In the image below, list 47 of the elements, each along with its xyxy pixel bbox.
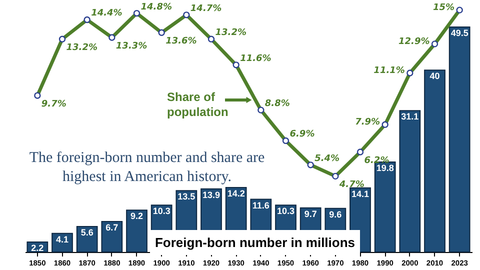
- data-label: 6.2%: [364, 156, 390, 166]
- bar: [374, 162, 396, 252]
- data-label: 13.9: [202, 190, 220, 200]
- data-label: 40: [430, 71, 440, 82]
- data-label: 4.7%: [338, 180, 364, 190]
- data-label: 14.8%: [140, 2, 172, 12]
- data-label: 4.1: [56, 234, 69, 244]
- data-label: 31.1: [401, 112, 419, 122]
- data-label: 14.7%: [190, 4, 222, 14]
- data-label: 6.9%: [290, 130, 315, 140]
- data-label: 14.2: [227, 188, 245, 198]
- bar: [101, 221, 123, 252]
- data-label: 49.5: [450, 28, 468, 38]
- data-label: 19.8: [376, 163, 394, 173]
- data-label: 12.9%: [398, 36, 430, 47]
- data-label: 13.3%: [116, 41, 148, 52]
- data-label: 9.7%: [41, 100, 66, 110]
- data-label: 10.3: [152, 206, 170, 216]
- data-label: 14.4%: [91, 8, 122, 19]
- annotation: The foreign-born number and share are highest in American history.: [29, 150, 265, 185]
- series-label: Foreign-born number in millions: [154, 235, 356, 250]
- data-label: 2.2: [31, 243, 44, 253]
- bar: [52, 232, 73, 252]
- data-label: 13.5: [178, 192, 196, 202]
- data-label: 9.7: [304, 208, 317, 219]
- data-label: 13.2%: [66, 43, 98, 54]
- data-label: 6.7: [106, 222, 118, 233]
- data-label: 11.6: [252, 200, 270, 210]
- data-label: 11.6%: [240, 54, 272, 64]
- bar: [126, 210, 148, 252]
- legend-label: Share of population: [167, 90, 228, 119]
- data-label: 10.3: [276, 206, 295, 216]
- data-label: 15%: [433, 3, 455, 14]
- bar: [399, 110, 421, 252]
- bar: [424, 70, 446, 252]
- data-label: 9.6: [329, 209, 342, 220]
- data-label: 13.2%: [215, 28, 246, 38]
- data-label: 9.2: [130, 211, 144, 222]
- data-label: 5.6: [80, 228, 94, 238]
- data-label: 8.8%: [264, 99, 290, 110]
- data-label: 13.6%: [166, 36, 197, 47]
- bar: [76, 226, 98, 252]
- data-label: 5.4%: [314, 154, 340, 164]
- bar: [448, 26, 470, 252]
- data-label: 11.1%: [374, 66, 405, 76]
- data-label: 14.1: [351, 188, 370, 199]
- data-label: 7.9%: [355, 118, 380, 128]
